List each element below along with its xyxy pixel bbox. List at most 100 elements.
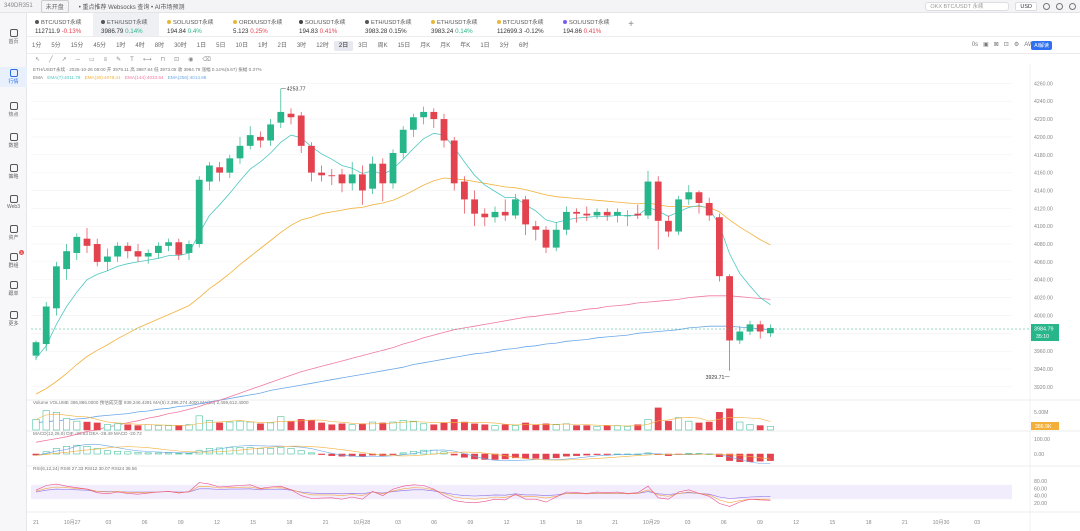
user-icon[interactable] [1056, 3, 1063, 10]
timeframe-option[interactable]: 3分 [499, 42, 509, 49]
ticker-tab[interactable]: SOL/USDT永续 194.86 0.41% [555, 13, 621, 36]
candle-body [705, 202, 713, 216]
ticker-price: 112711.9 -0.13% [35, 28, 82, 35]
coin-icon [35, 20, 39, 24]
timeframe-option[interactable]: 月K [440, 42, 451, 49]
volume-bar [695, 422, 703, 431]
timeframe-option[interactable]: 年K [460, 42, 471, 49]
timeframe-option[interactable]: 8时 [154, 42, 165, 49]
ticker-tab[interactable]: ETH/USDT永续 3983.24 0.14% [423, 13, 489, 36]
timeframe-option[interactable]: 4时 [135, 42, 145, 49]
trash-icon[interactable]: ⌫ [202, 57, 211, 63]
macd-bar [501, 453, 509, 460]
hline-tool-icon[interactable]: ─ [75, 56, 80, 63]
ticker-tab[interactable]: SOL/USDT永续 194.84 0.4% [159, 13, 225, 36]
currency-select[interactable]: USD [1015, 2, 1037, 11]
timeframe-option[interactable]: 1时 [116, 42, 126, 49]
ticker-tab[interactable]: ORDI/USDT永续 5.123 0.25% [225, 13, 291, 36]
ticker-tab[interactable]: ETH/USDT永续 3986.79 0.14% [93, 13, 159, 36]
market-status-pill[interactable]: 未开盘 [40, 0, 69, 13]
rect-tool-icon[interactable]: ▭ [88, 57, 95, 63]
timeframe-option[interactable]: 5分 [51, 42, 61, 49]
toolbar-tool[interactable]: ▣ [983, 42, 989, 48]
measure-tool-icon[interactable]: ⟷ [142, 57, 152, 63]
candlestick-chart[interactable]: 4260.00 4240.00 4220.00 4200.00 4180.00 4160.… [27, 64, 1080, 531]
timeframe-option[interactable]: 1日 [480, 42, 490, 49]
timeframe-option[interactable]: 10日 [235, 42, 249, 49]
settings-icon[interactable] [1069, 3, 1076, 10]
news-ticker[interactable]: • 重点推荐 Websocks 查询 • AI市场预测 [78, 4, 185, 11]
candle-body [716, 217, 723, 277]
timeframe-option[interactable]: 3日 [358, 42, 368, 49]
volume-bar [195, 415, 203, 431]
toolbar-tool[interactable]: ⊡ [1003, 42, 1009, 48]
magnet-icon[interactable]: ⊓ [160, 57, 166, 63]
ai-analysis-button[interactable]: AI解读 [1031, 41, 1052, 50]
volume-ma-line [35, 413, 771, 427]
macd-bar [552, 453, 560, 459]
timeframe-option[interactable]: 5日 [216, 42, 226, 49]
candle-body [226, 158, 234, 173]
timeframe-option[interactable]: 6时 [519, 42, 529, 49]
timeframe-option[interactable]: 30时 [174, 42, 187, 49]
macd-dif-line [35, 443, 771, 464]
sidebar-item[interactable]: 行情 [0, 67, 27, 87]
timeframe-option[interactable]: 月K [420, 42, 431, 49]
sidebar-item[interactable]: 更多 [0, 309, 27, 329]
price-axis-label: 3960.00 [1034, 349, 1053, 355]
line-tool-icon[interactable]: ╱ [49, 57, 53, 63]
sidebar-item[interactable]: 策略 [0, 162, 27, 182]
macd-bar [603, 453, 611, 455]
pen-tool-icon[interactable]: ✎ [116, 57, 122, 63]
candle-body [175, 242, 183, 255]
sidebar-item[interactable]: 数据 [0, 131, 27, 151]
toolbar-tool[interactable]: 0s [971, 41, 979, 48]
ray-tool-icon[interactable]: ↗ [61, 57, 67, 63]
ticker-tab[interactable]: SOL/USDT永续 194.83 0.41% [291, 13, 357, 36]
time-axis-label: 21 [323, 520, 329, 526]
timeframe-option[interactable]: 1时 [258, 42, 268, 49]
sidebar-item[interactable]: 热点 [0, 100, 27, 120]
volume-bar [664, 420, 672, 431]
volume-bar [93, 422, 101, 431]
macd-bar [328, 453, 336, 456]
sidebar-item[interactable]: 资产 [0, 223, 27, 243]
rsi-axis-label: 60.00 [1034, 486, 1047, 492]
ticker-tabs: BTC/USDT永续 112711.9 -0.13% ETH/USDT永续 3986.… [27, 13, 1080, 37]
timeframe-option[interactable]: 2日 [333, 40, 354, 51]
toolbar-tool[interactable]: ⚙ [1013, 42, 1020, 48]
candle-body [736, 331, 744, 341]
timeframe-option[interactable]: 1日 [196, 42, 207, 49]
eye-icon[interactable]: ◉ [188, 57, 194, 63]
sidebar-item[interactable]: 跟单 [0, 279, 27, 299]
sidebar-item[interactable]: Web3 [0, 193, 27, 212]
bell-icon[interactable] [1043, 3, 1050, 10]
volume-bar [409, 420, 417, 431]
timeframe-option[interactable]: 15分 [70, 42, 84, 49]
cursor-icon[interactable]: ↖ [35, 57, 41, 63]
timeframe-option[interactable]: 3时 [296, 42, 307, 49]
candle-body [389, 152, 397, 184]
search-input[interactable]: OKX BTC/USDT 永续 [925, 2, 1010, 11]
timeframe-option[interactable]: 15日 [397, 42, 411, 49]
fib-tool-icon[interactable]: ≡ [103, 56, 108, 63]
ema-label: EMA [33, 75, 43, 80]
ticker-tab[interactable]: BTC/USDT永续 112699.3 -0.12% [489, 13, 555, 36]
macd-bar [399, 452, 407, 455]
timeframe-option[interactable]: 12时 [316, 42, 329, 49]
sidebar-item[interactable]: 群组 3 [0, 250, 27, 271]
text-tool-icon[interactable]: T [130, 56, 134, 63]
sidebar-item[interactable]: 首页 [0, 27, 27, 47]
timeframe-option[interactable]: 45分 [93, 42, 107, 49]
toolbar-tool[interactable]: ⊠ [993, 42, 999, 48]
add-ticker-button[interactable]: + [628, 19, 634, 30]
candle-body [369, 163, 376, 189]
timeframe-option[interactable]: 1分 [32, 42, 42, 49]
timeframe-option[interactable]: 2日 [277, 42, 287, 49]
timeframe-option[interactable]: 周K [377, 42, 388, 49]
macd-bar [532, 453, 540, 459]
ticker-tab[interactable]: ETH/USDT永续 3983.28 0.15% [357, 13, 423, 36]
lock-icon[interactable]: ⊡ [174, 57, 180, 63]
time-axis-label: 21 [33, 520, 39, 526]
ticker-tab[interactable]: BTC/USDT永续 112711.9 -0.13% [27, 13, 93, 36]
